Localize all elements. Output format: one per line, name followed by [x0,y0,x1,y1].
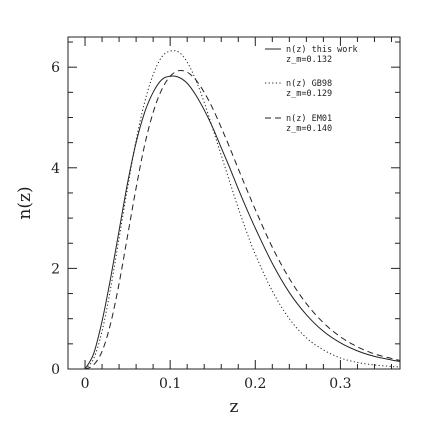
x-tick-label: 0.1 [159,376,181,392]
legend-median-label: z_m=0.132 [286,55,332,65]
legend-label: n(z) this work [286,45,358,55]
x-tick-label: 0.3 [329,376,351,392]
series-line-solid [84,75,401,370]
y-axis-title: n(z) [15,186,35,219]
tick-marks [67,37,400,370]
legend-median-label: z_m=0.140 [286,124,332,134]
y-tick-label: 4 [51,161,60,177]
x-tick-label: 0 [81,376,90,392]
y-tick-label: 6 [51,60,60,76]
y-tick-labels: 0 2 4 6 [51,60,60,378]
data-curves [84,50,401,370]
plot-frame [67,36,401,370]
series-line-dashed [84,69,401,370]
series-line-dotted [84,50,401,370]
x-axis-title: z [230,397,239,417]
x-tick-labels: 0 0.1 0.2 0.3 [81,376,352,392]
legend-median-label: z_m=0.129 [286,89,332,99]
legend-label: n(z) EM01 [286,114,332,124]
y-tick-label: 2 [51,261,60,277]
x-tick-label: 0.2 [244,376,266,392]
y-tick-label: 0 [51,362,60,378]
legend-label: n(z) GB98 [286,79,332,89]
